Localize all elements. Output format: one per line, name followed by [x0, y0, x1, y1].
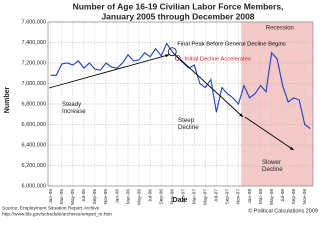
x-tick-label: Jan-08	[247, 189, 253, 204]
annotation: Slower Decline	[262, 159, 283, 173]
x-tick-label: Nov-06	[169, 189, 175, 205]
y-axis-label: Number	[4, 87, 11, 114]
trend-arrow	[244, 116, 294, 151]
chart-subtitle: January 2005 through December 2008	[101, 11, 254, 21]
y-tick-label: 7,000,000	[22, 81, 46, 87]
arrow-head	[289, 146, 294, 150]
y-tick-label: 6,600,000	[22, 122, 46, 128]
x-tick-label: May-07	[203, 189, 209, 205]
arrow-head	[165, 54, 170, 58]
source: Source: Employment Situation Report Arch…	[2, 205, 100, 211]
x-tick-label: Sep-05	[92, 189, 98, 205]
y-tick-label: 7,400,000	[22, 40, 46, 46]
trend-arrow	[48, 54, 170, 89]
page: Number of Age 16-19 Civilian Labor Force…	[0, 0, 320, 219]
x-tick-label: Sep-06	[158, 189, 164, 205]
x-tick-label: Nov-07	[236, 189, 242, 205]
data-line	[50, 42, 311, 130]
x-tick-label: Jan-06	[114, 189, 120, 204]
chart: Number of Age 16-19 Civilian Labor Force…	[0, 0, 320, 219]
x-tick-label: Nov-08	[302, 189, 308, 205]
x-tick-label: Mar-06	[125, 189, 131, 205]
x-tick-label: May-06	[136, 189, 142, 205]
x-tick-label: Jul-07	[214, 189, 220, 202]
x-tick-label: May-08	[269, 189, 275, 205]
source-url: http://www.bls.gov/schedule/archives/emp…	[2, 211, 112, 217]
y-tick-label: 6,000,000	[22, 183, 46, 189]
x-axis-label: Date	[172, 197, 187, 204]
x-tick-label: Jan-07	[181, 189, 187, 204]
x-tick-label: Jul-05	[81, 189, 87, 202]
x-tick-label: Sep-07	[225, 189, 231, 205]
x-tick-label: Jan-05	[48, 189, 54, 204]
arrow-head	[239, 113, 243, 117]
x-tick-label: Sep-08	[291, 189, 297, 205]
x-tick-label: Jul-08	[280, 189, 286, 202]
x-tick-label: Nov-05	[103, 189, 109, 205]
credit: © Political Calculations 2009	[248, 207, 318, 214]
y-tick-label: 7,200,000	[22, 60, 46, 66]
y-tick-label: 6,200,000	[22, 163, 46, 169]
plot-border	[47, 21, 314, 187]
recession-label: Recession	[266, 26, 294, 32]
x-tick-label: Jul-06	[147, 189, 153, 202]
y-tick-label: 7,600,000	[22, 19, 46, 25]
x-tick-label: May-05	[70, 189, 76, 205]
x-tick-label: Mar-08	[258, 189, 264, 205]
highlight-label: Initial Decline Accelerates	[185, 56, 251, 62]
highlight-marker	[167, 47, 177, 57]
y-tick-label: 6,400,000	[22, 142, 46, 148]
highlight-marker	[174, 54, 181, 61]
highlight-label: Final Peak Before General Decline Begins	[177, 41, 286, 47]
x-tick-label: Mar-07	[192, 189, 198, 205]
trend-arrow	[174, 54, 244, 118]
y-tick-label: 6,800,000	[22, 101, 46, 107]
annotation: Steady Increase	[62, 101, 86, 115]
chart-title: Number of Age 16-19 Civilian Labor Force…	[73, 1, 284, 11]
x-tick-label: Mar-05	[59, 189, 65, 205]
annotation: Steep Decline	[178, 117, 199, 131]
